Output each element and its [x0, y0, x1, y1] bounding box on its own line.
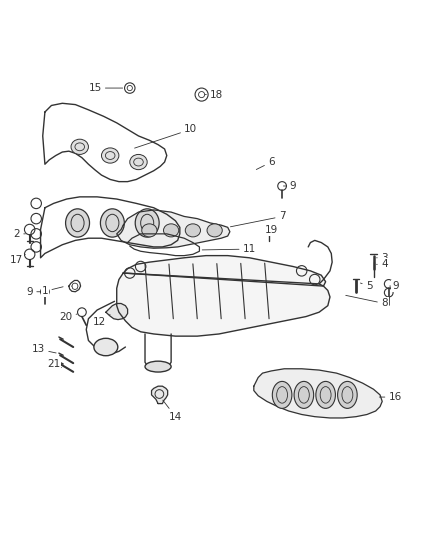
Text: 10: 10: [134, 124, 197, 148]
Text: 2: 2: [13, 229, 25, 239]
Text: 7: 7: [230, 212, 286, 227]
Text: 9: 9: [390, 281, 399, 291]
Ellipse shape: [163, 224, 179, 237]
Text: 11: 11: [202, 244, 256, 254]
Ellipse shape: [66, 209, 89, 237]
Text: 17: 17: [10, 254, 25, 265]
Ellipse shape: [294, 382, 314, 408]
Ellipse shape: [130, 155, 147, 169]
Text: 14: 14: [163, 400, 182, 422]
Ellipse shape: [207, 224, 222, 237]
Polygon shape: [106, 303, 127, 320]
Text: 1: 1: [42, 286, 63, 296]
Polygon shape: [117, 273, 330, 336]
Ellipse shape: [145, 361, 171, 372]
Text: 12: 12: [93, 314, 110, 327]
Text: 13: 13: [32, 344, 56, 354]
Text: 4: 4: [377, 260, 388, 269]
Ellipse shape: [94, 338, 118, 356]
Ellipse shape: [102, 148, 119, 163]
Text: 16: 16: [379, 392, 402, 402]
Text: 3: 3: [377, 253, 388, 263]
Ellipse shape: [185, 224, 201, 237]
Ellipse shape: [142, 224, 157, 237]
Text: 5: 5: [360, 281, 372, 291]
Text: 8: 8: [346, 295, 388, 309]
Text: 15: 15: [88, 83, 123, 93]
Text: 9: 9: [26, 287, 40, 297]
Ellipse shape: [100, 209, 124, 237]
Ellipse shape: [272, 382, 292, 408]
Polygon shape: [152, 386, 168, 403]
Text: 18: 18: [205, 90, 223, 100]
Text: 21: 21: [47, 359, 61, 369]
Polygon shape: [254, 369, 382, 418]
Text: 19: 19: [265, 224, 278, 235]
Polygon shape: [117, 210, 230, 248]
Polygon shape: [123, 256, 325, 286]
Text: 20: 20: [59, 312, 77, 321]
Ellipse shape: [338, 382, 357, 408]
Ellipse shape: [71, 139, 88, 155]
Ellipse shape: [135, 209, 159, 237]
Ellipse shape: [316, 382, 336, 408]
Text: 9: 9: [283, 181, 296, 191]
Text: 6: 6: [256, 157, 275, 169]
